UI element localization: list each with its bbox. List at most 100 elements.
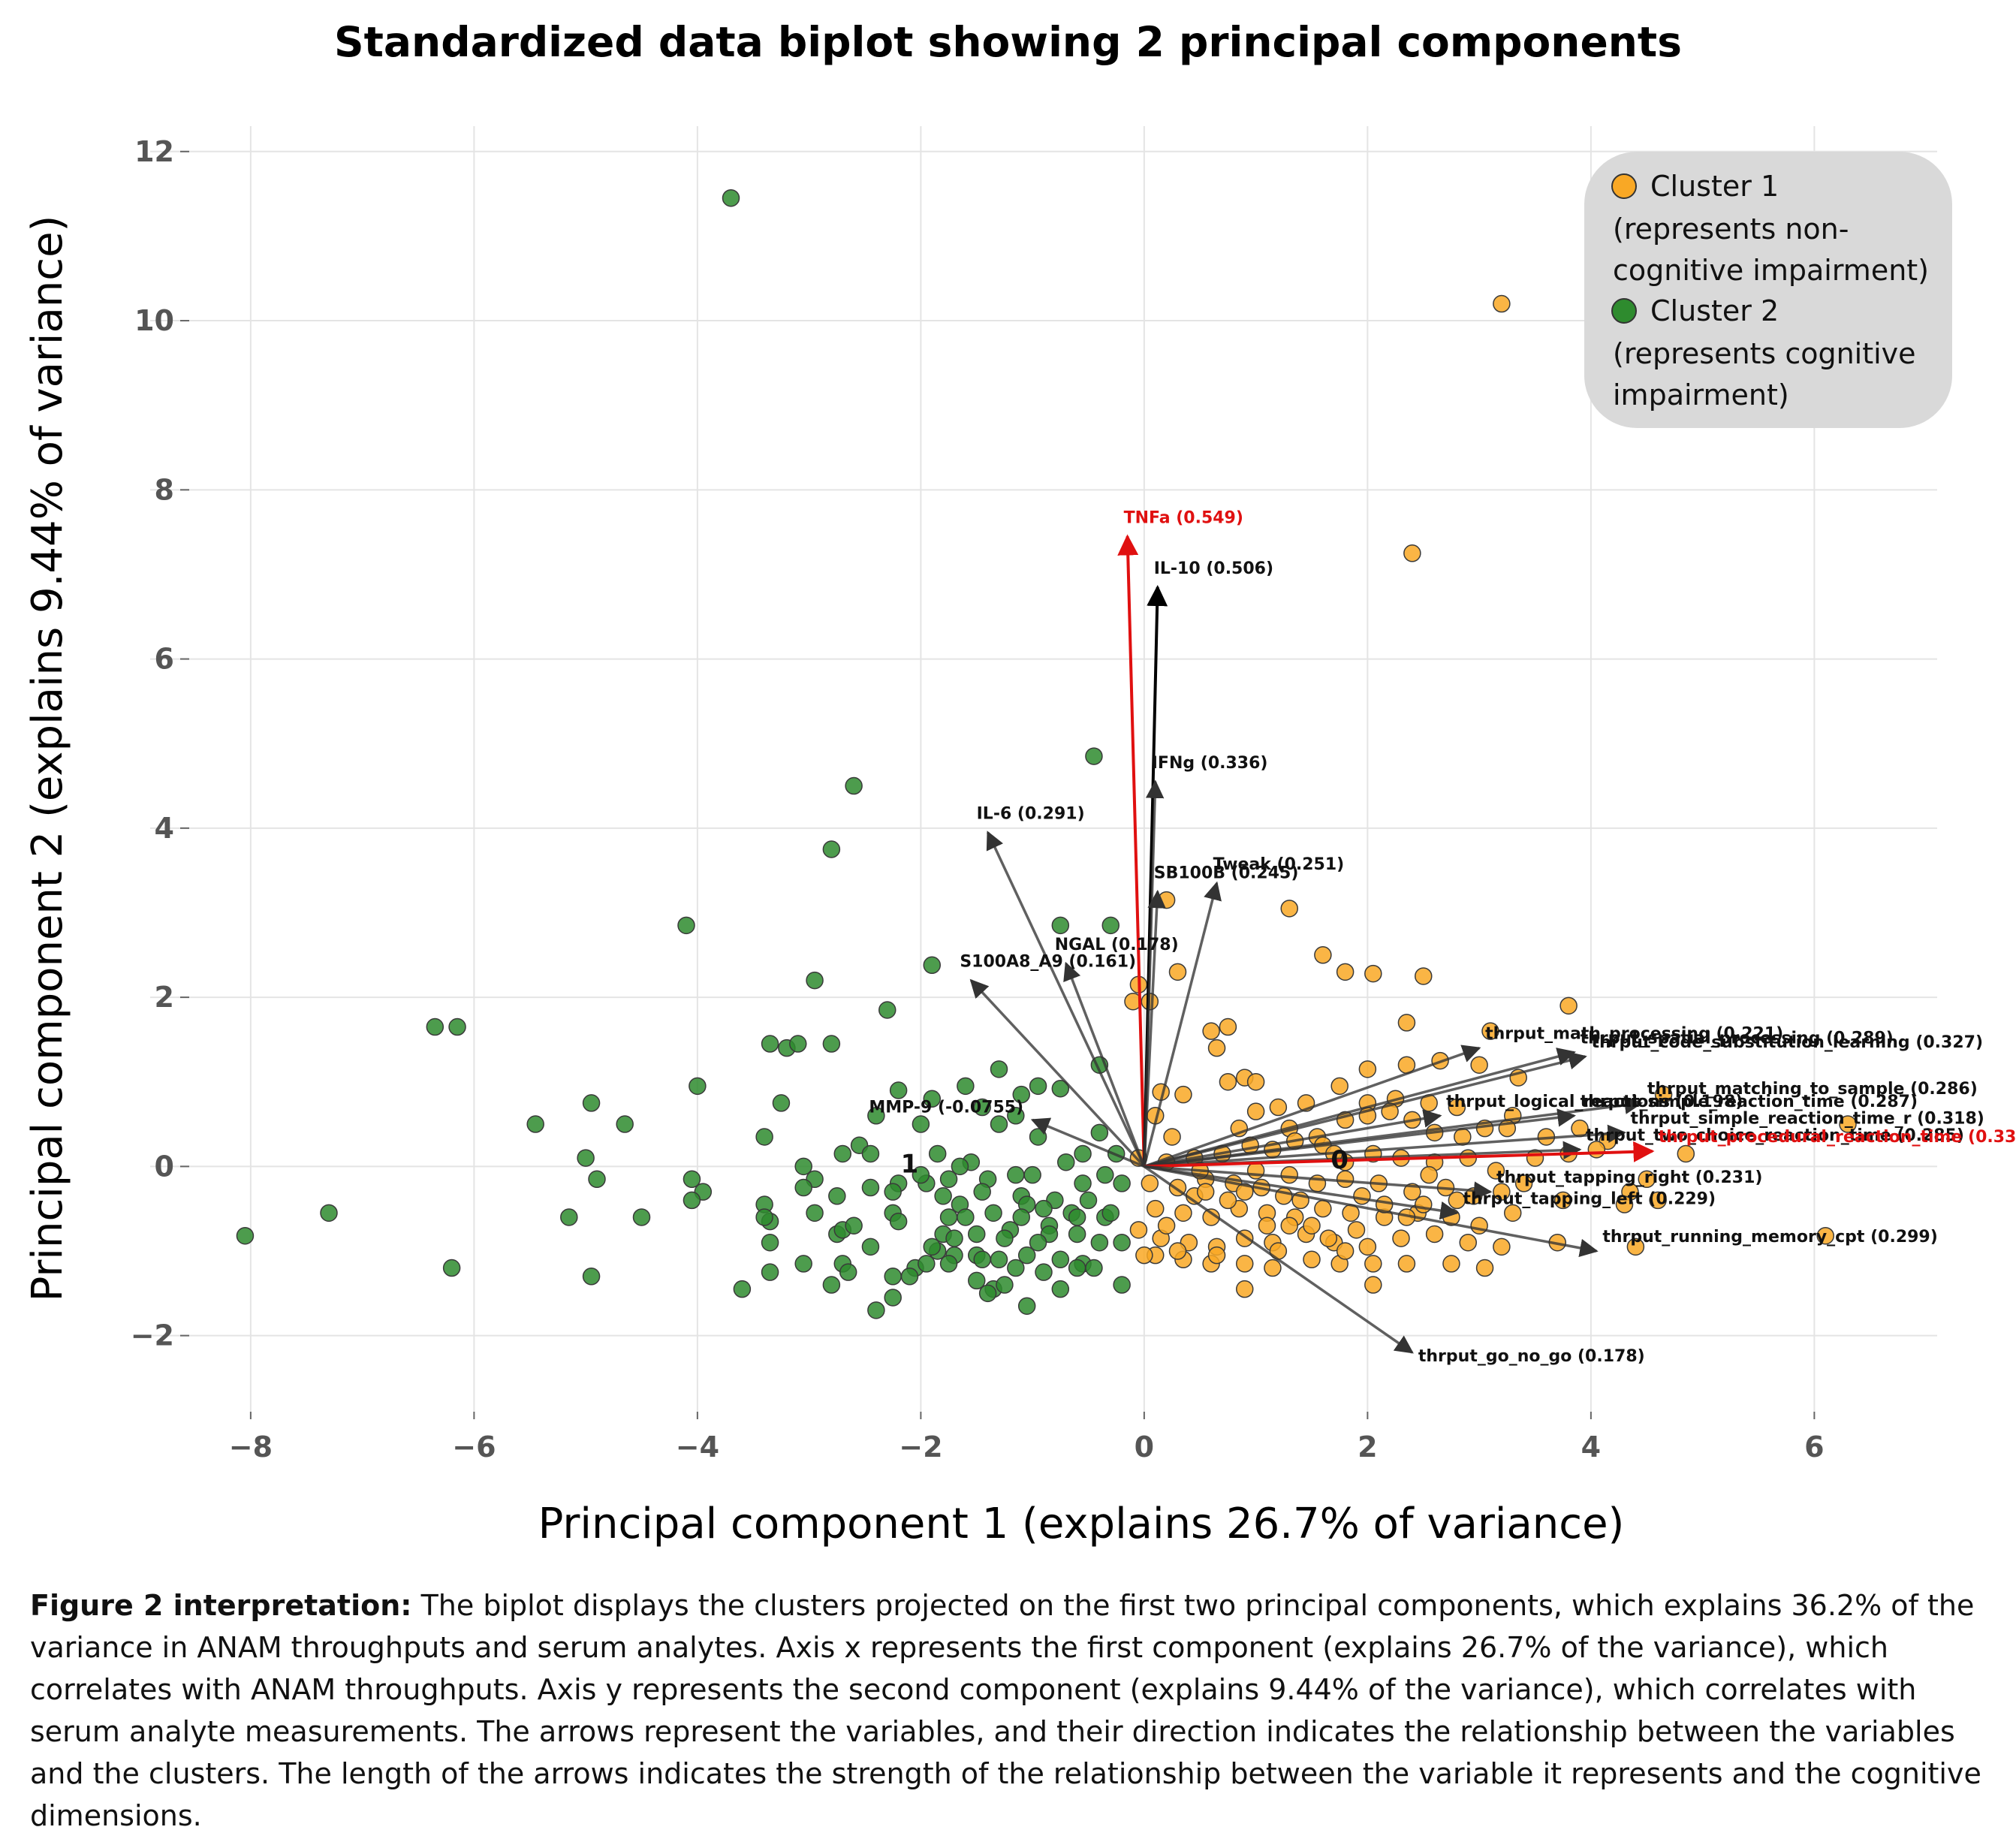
cluster-2-point — [1101, 1204, 1119, 1222]
cluster-2-point — [939, 1170, 958, 1189]
cluster-2-point — [560, 1208, 578, 1226]
cluster-2-point — [320, 1204, 338, 1222]
cluster-2-point — [772, 1094, 791, 1112]
cluster-1-point — [1246, 1102, 1265, 1120]
cluster-2-point — [1029, 1233, 1047, 1252]
cluster-1-point — [1303, 1216, 1321, 1235]
cluster-1-point — [1358, 1238, 1377, 1256]
cluster-1-point — [1816, 1226, 1834, 1245]
legend-desc-cluster-1: (represents non-cognitive impairment) — [1613, 213, 1930, 287]
loading-arrow — [1117, 534, 1146, 1167]
arrow-label: MMP-9 (-0.0755) — [869, 1098, 1023, 1117]
cluster-1-point — [1504, 1204, 1522, 1222]
cluster-1-point — [1303, 1250, 1321, 1269]
cluster-1-point — [1839, 1115, 1857, 1133]
cluster-1-point — [1420, 1165, 1438, 1184]
cluster-1-point — [1336, 1242, 1355, 1260]
legend-desc-cluster-2: (represents cognitive impairment) — [1613, 337, 1916, 412]
cluster-1-point — [1202, 1022, 1220, 1040]
y-tick-label: 10 — [134, 304, 174, 337]
y-tick-label: 2 — [155, 981, 174, 1014]
cluster-2-point — [1012, 1208, 1030, 1226]
cluster-2-point — [448, 1017, 466, 1036]
cluster-2-point — [996, 1229, 1014, 1247]
x-tick-label: −8 — [229, 1430, 273, 1464]
cluster-2-point — [889, 1212, 908, 1231]
x-tick-label: 0 — [1135, 1430, 1154, 1464]
loading-arrow — [1144, 1051, 1587, 1168]
cluster-2-point — [984, 1204, 1002, 1222]
cluster-1-point — [1364, 1255, 1382, 1273]
loading-arrow — [1143, 881, 1222, 1167]
cluster-2-point — [426, 1017, 444, 1036]
cluster-1-point — [1481, 1022, 1499, 1040]
cluster-2-point — [828, 1187, 846, 1205]
cluster-2-point — [806, 971, 824, 990]
loading-arrow — [969, 978, 1146, 1168]
caption-heading: Figure 2 interpretation: — [30, 1589, 412, 1622]
cluster-2-point — [1068, 1208, 1086, 1226]
cluster-1-point — [1649, 1191, 1667, 1210]
cluster-2-point — [978, 1284, 997, 1303]
arrow-label: thrput_procedural_reaction_time (0.336) — [1659, 1128, 2016, 1147]
cluster-1-point — [1157, 1216, 1176, 1235]
arrow-label: SB100B (0.245) — [1154, 864, 1299, 882]
cluster-1-point — [1615, 1195, 1634, 1213]
cluster-2-point — [1029, 1128, 1047, 1146]
arrow-label: thrput_tapping_left (0.229) — [1463, 1189, 1716, 1208]
x-tick-label: −2 — [899, 1430, 942, 1464]
cluster-1-point — [1314, 1199, 1332, 1218]
cluster-2-point — [822, 840, 841, 858]
cluster-2-point — [900, 1268, 919, 1286]
cluster-2-point — [923, 1238, 941, 1256]
cluster-2-point — [889, 1081, 908, 1099]
arrow-labels: TNFa (0.549) IL-10 (0.506) IFNg (0.336) IL-… — [869, 508, 2016, 1366]
cluster-2-point — [1113, 1276, 1131, 1294]
cluster-2-point — [236, 1226, 255, 1245]
y-tick-label: 0 — [155, 1150, 174, 1183]
cluster-2-point — [761, 1233, 779, 1252]
caption-body: The biplot displays the clusters project… — [30, 1589, 1981, 1832]
legend: Cluster 1 (represents non-cognitive impa… — [1584, 152, 1952, 428]
chart-title: Standardized data biplot showing 2 princ… — [334, 18, 1682, 66]
arrow-label: thrput_spatial_processing (0.289) — [1581, 1029, 1894, 1048]
cluster-1-point — [1269, 1098, 1288, 1117]
cluster-2-point — [973, 1250, 991, 1269]
cluster-1-point — [1442, 1255, 1460, 1273]
arrow-label: thrput_running_memory_cpt (0.299) — [1602, 1228, 1937, 1247]
cluster-1-point — [1654, 1085, 1673, 1104]
arrow-label: thrput_tapping_right (0.231) — [1496, 1168, 1762, 1187]
cluster-1-point — [1553, 1191, 1572, 1210]
legend-marker-cluster-1 — [1611, 173, 1637, 199]
cluster-1-point — [1397, 1255, 1416, 1273]
cluster-2-point — [1090, 1233, 1109, 1252]
cluster-1-point — [1280, 900, 1298, 918]
cluster-2-point — [616, 1115, 634, 1133]
cluster-1-point — [1196, 1183, 1215, 1201]
cluster-2-point — [632, 1208, 651, 1226]
cluster-2-point — [683, 1191, 701, 1210]
arrow-label: thrput_go_no_go (0.178) — [1418, 1347, 1645, 1366]
cluster-1-point — [1514, 1174, 1533, 1192]
cluster-2-point — [794, 1157, 812, 1176]
cluster-1-point — [1236, 1255, 1254, 1273]
legend-item-cluster-1: Cluster 1 — [1608, 170, 1779, 203]
y-tick-label: 8 — [155, 473, 174, 506]
cluster-2-point — [912, 1165, 930, 1184]
cluster-2-point — [867, 1301, 885, 1319]
cluster-2-point — [1068, 1259, 1086, 1277]
arrow-label: IL-10 (0.506) — [1154, 559, 1273, 578]
cluster-2-point — [1007, 1107, 1025, 1125]
cluster-1-point — [1174, 1085, 1192, 1104]
cluster-2-point — [677, 916, 695, 935]
cluster-1-point — [1459, 1233, 1477, 1252]
cluster-1-point — [1219, 1072, 1237, 1091]
loading-arrow — [1144, 1165, 1459, 1220]
arrow-label: thrput_logical_reactions (0.198) — [1446, 1093, 1743, 1111]
cluster-2-point — [923, 1090, 941, 1108]
arrow-label: IFNg (0.336) — [1152, 754, 1268, 773]
cluster-2-point — [1012, 1085, 1030, 1104]
cluster-2-point — [957, 1077, 975, 1096]
cluster-1-point — [1236, 1280, 1254, 1298]
cluster-2-point — [867, 1107, 885, 1125]
